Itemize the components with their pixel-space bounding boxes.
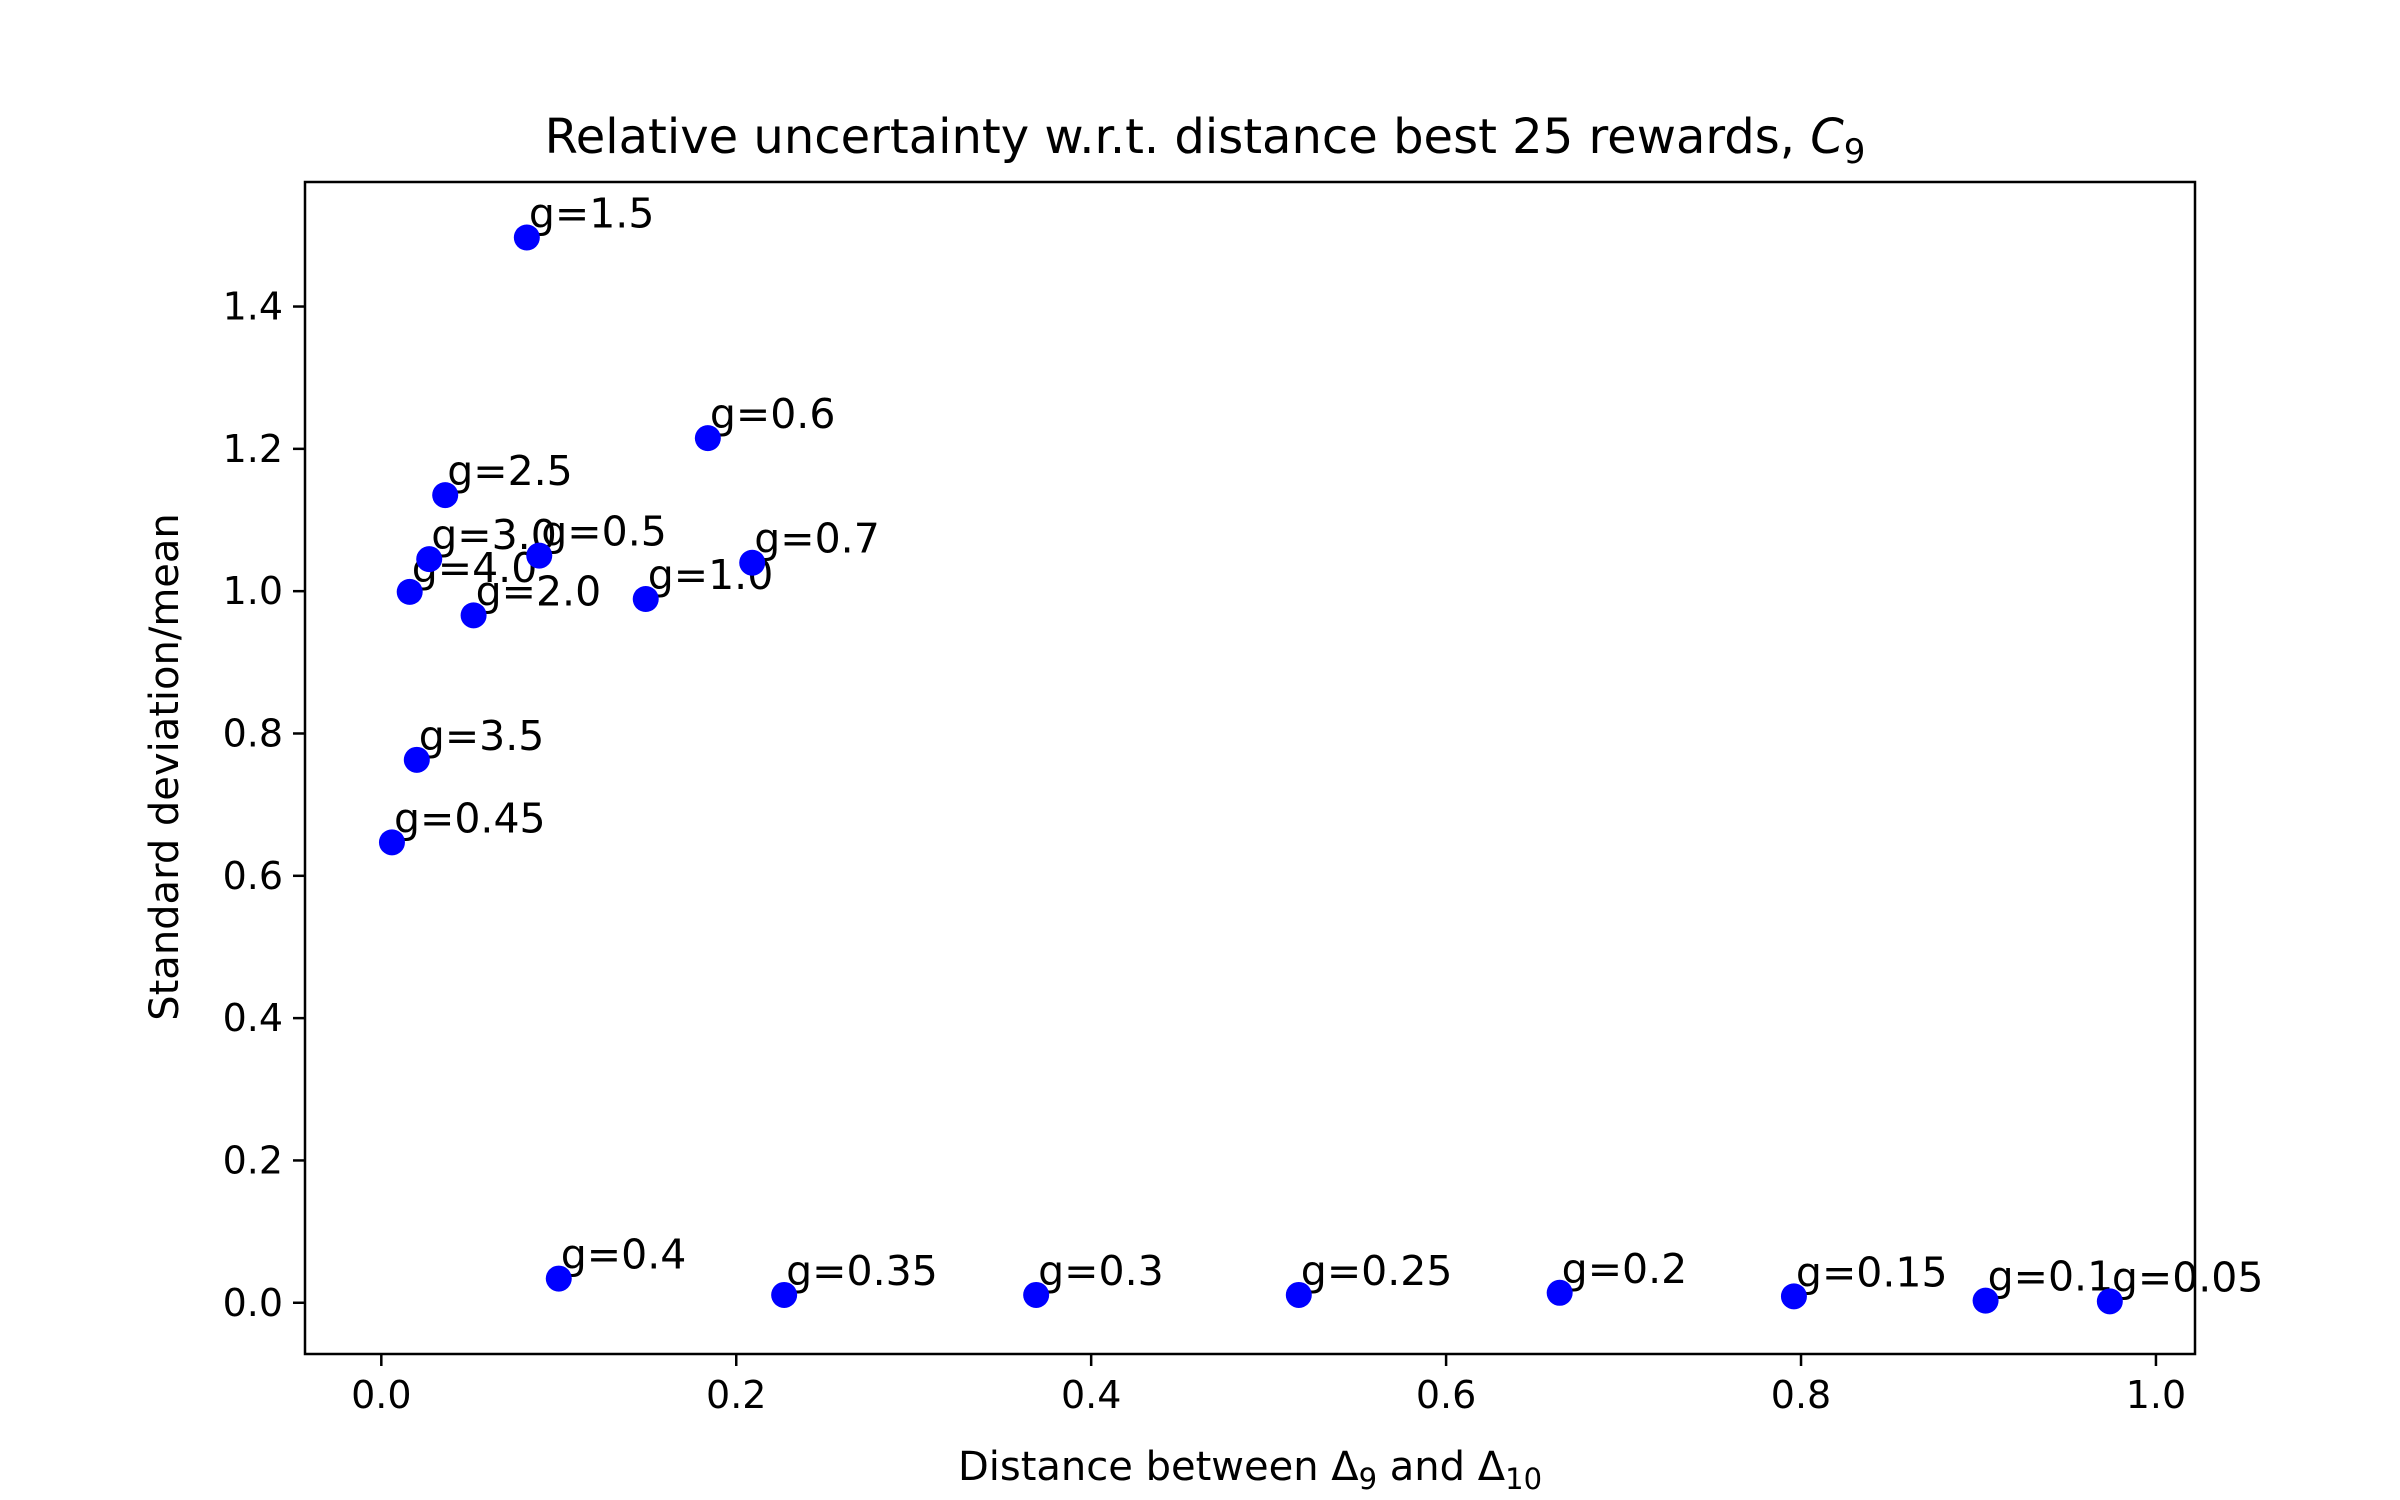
scatter-point xyxy=(771,1281,798,1308)
point-label: g=3.5 xyxy=(419,712,545,760)
scatter-point xyxy=(739,549,766,576)
scatter-point xyxy=(694,425,721,452)
scatter-point xyxy=(396,578,423,605)
chart-title: Relative uncertainty w.r.t. distance bes… xyxy=(545,109,1866,172)
y-tick-label: 0.2 xyxy=(223,1138,283,1182)
x-tick-label: 0.4 xyxy=(1061,1373,1121,1417)
point-label: g=0.45 xyxy=(394,794,546,842)
point-label: g=0.15 xyxy=(1796,1248,1948,1296)
point-label: g=2.0 xyxy=(476,567,602,615)
scatter-point xyxy=(432,482,459,509)
data-points xyxy=(378,224,2123,1315)
x-tick-label: 0.2 xyxy=(706,1373,766,1417)
point-labels: g=1.5g=0.6g=2.5g=3.0g=0.5 g=0.7g=4.0 g=1.0… xyxy=(394,190,2264,1302)
point-label: g=0.25 xyxy=(1301,1247,1453,1295)
point-label: g=0.7 xyxy=(754,515,880,563)
x-tick-label: 1.0 xyxy=(2126,1373,2186,1417)
x-tick-label: 0.6 xyxy=(1416,1373,1476,1417)
scatter-point xyxy=(416,546,443,573)
plot-frame xyxy=(303,180,2197,1356)
scatter-point xyxy=(1546,1279,1573,1306)
point-label: g=2.5 xyxy=(447,447,573,495)
y-axis-label: Standard deviation/mean xyxy=(142,513,188,1021)
y-tick-label: 0.4 xyxy=(223,996,283,1040)
y-tick-label: 1.2 xyxy=(223,427,283,471)
point-label: g=0.35 xyxy=(786,1247,938,1295)
point-label: g=0.6 xyxy=(710,390,836,438)
scatter-point xyxy=(632,585,659,612)
y-tick-label: 1.4 xyxy=(223,285,283,329)
scatter-point xyxy=(378,829,405,856)
point-label: g=0.4 xyxy=(561,1231,687,1279)
point-label: g=0.05 xyxy=(2112,1253,2264,1301)
y-tick-label: 0.8 xyxy=(223,711,283,755)
y-tick-label: 0.6 xyxy=(223,854,283,898)
scatter-point xyxy=(1285,1281,1312,1308)
scatter-point xyxy=(1023,1281,1050,1308)
scatter-point xyxy=(526,542,553,569)
scatter-point xyxy=(2096,1288,2123,1315)
scatter-point xyxy=(1780,1283,1807,1310)
scatter-point xyxy=(403,746,430,773)
scatter-point xyxy=(1972,1287,1999,1314)
x-tick-label: 0.8 xyxy=(1771,1373,1831,1417)
x-axis-label: Distance between Δ9 and Δ10 xyxy=(958,1444,1542,1496)
scatter-point xyxy=(545,1265,572,1292)
x-tick-label: 0.0 xyxy=(351,1373,411,1417)
scatter-point xyxy=(460,602,487,629)
point-label: g=0.3 xyxy=(1038,1247,1164,1295)
point-label: g=0.5 xyxy=(541,508,667,556)
scatter-point xyxy=(513,224,540,251)
point-label: g=0.2 xyxy=(1562,1245,1688,1293)
y-tick-label: 1.0 xyxy=(223,569,283,613)
y-tick-label: 0.0 xyxy=(223,1281,283,1325)
point-label: g=1.5 xyxy=(529,190,655,238)
axis-ticks: 0.0 0.2 0.4 0.6 0.8 1.0 0.0 0.2 0.4 0.6 0.8 1.0 1.2 1… xyxy=(223,285,2187,1417)
point-label: g=0.1 xyxy=(1988,1253,2114,1301)
